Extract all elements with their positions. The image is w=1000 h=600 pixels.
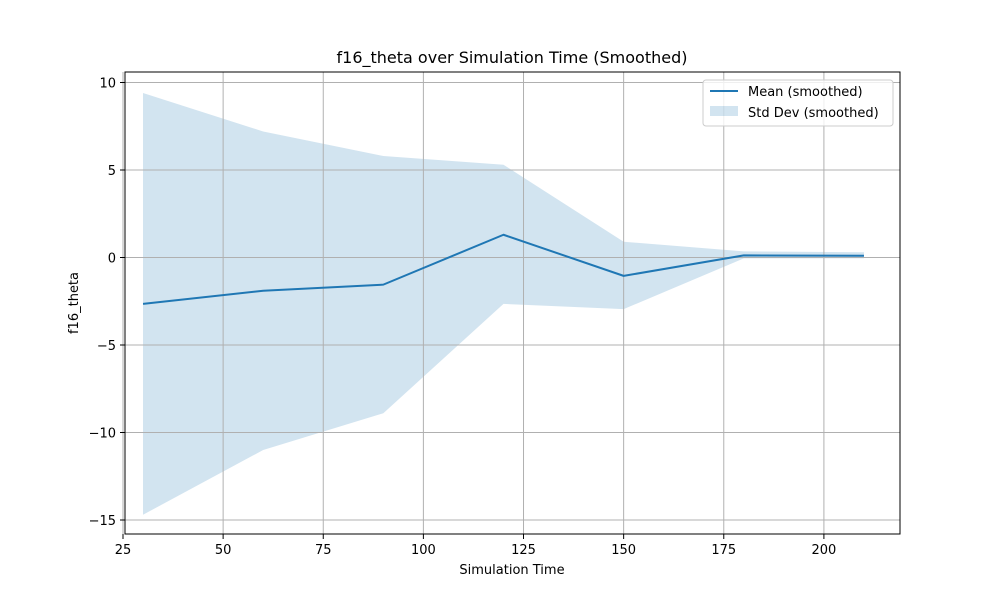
chart-title: f16_theta over Simulation Time (Smoothed…	[337, 48, 688, 68]
y-tick-label-1: −10	[89, 427, 116, 442]
mean-line-layer	[142, 233, 864, 305]
y-tick-label-3: 0	[108, 252, 116, 267]
x-tick-label-3: 100	[411, 543, 436, 558]
legend: Mean (smoothed) Std Dev (smoothed)	[702, 79, 894, 127]
legend-mean-label: Mean (smoothed)	[748, 85, 863, 100]
legend-std-swatch	[710, 106, 738, 116]
x-tick-label-0: 25	[115, 543, 132, 558]
x-tick-label-4: 125	[511, 543, 536, 558]
x-axis-label: Simulation Time	[459, 563, 564, 578]
y-tick-label-4: 5	[108, 164, 116, 179]
y-tick-label-0: −15	[89, 514, 116, 529]
y-axis-label: f16_theta	[67, 272, 82, 334]
y-tick-label-2: −5	[97, 339, 116, 354]
x-tick-label-7: 200	[811, 543, 836, 558]
legend-std-label: Std Dev (smoothed)	[748, 106, 879, 121]
x-tick-label-5: 150	[611, 543, 636, 558]
axes-layer	[124, 71, 901, 535]
y-tick-label-5: 10	[99, 77, 116, 92]
tick-layer: 25 50 75 100 125 150 175 200 −15 −10 −5 0 5 10	[89, 77, 837, 559]
x-tick-label-2: 75	[315, 543, 332, 558]
std-dev-band	[143, 93, 864, 515]
x-tick-label-6: 175	[711, 543, 736, 558]
legend-box	[702, 79, 894, 127]
x-tick-label-1: 50	[215, 543, 232, 558]
plot-frame	[124, 71, 901, 535]
std-dev-band-layer	[143, 93, 864, 515]
